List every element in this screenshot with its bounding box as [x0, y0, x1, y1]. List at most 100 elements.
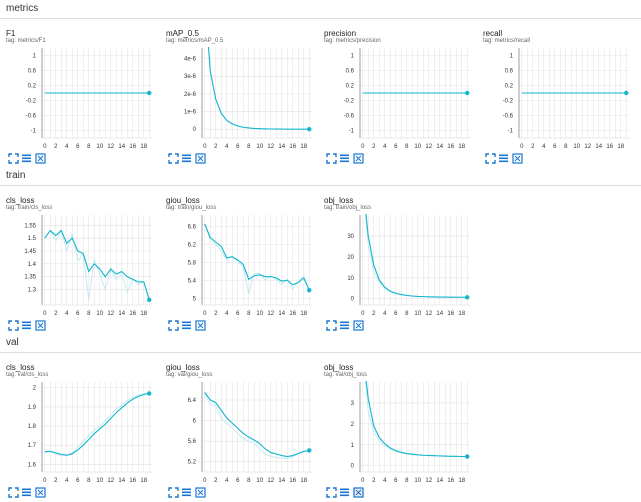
fit-domain-icon[interactable]	[326, 153, 337, 164]
fit-domain-icon[interactable]	[326, 487, 337, 498]
last-point-marker	[307, 126, 312, 132]
x-tick-label: 14	[278, 144, 285, 150]
fit-domain-icon[interactable]	[326, 320, 337, 331]
chart-title: recall	[483, 29, 503, 38]
x-tick-label: 16	[129, 478, 136, 484]
toggle-log-scale-icon[interactable]	[21, 487, 32, 498]
line-chart[interactable]: -1-0.6-0.20.20.610 2 4 6 8 10 12 14 16 18	[477, 46, 637, 152]
y-tick-label: 0.6	[505, 69, 514, 75]
x-tick-label: 4	[65, 144, 69, 150]
x-tick-label: 10	[414, 311, 421, 317]
toggle-log-scale-icon[interactable]	[339, 320, 350, 331]
toggle-log-scale-icon[interactable]	[498, 153, 509, 164]
chart-tag: tag: val/obj_loss	[324, 372, 368, 378]
x-tick-label: 8	[405, 311, 409, 317]
fit-domain-icon[interactable]	[8, 153, 19, 164]
y-tick-label: 3	[351, 401, 355, 407]
x-tick-label: 12	[107, 144, 114, 150]
fullscreen-icon[interactable]	[195, 153, 206, 164]
section-header-metrics[interactable]: metrics	[0, 0, 641, 19]
section-header-train[interactable]: train	[0, 167, 641, 186]
x-tick-label: 6	[236, 311, 240, 317]
line-chart[interactable]: -1-0.6-0.20.20.610 2 4 6 8 10 12 14 16 18	[318, 46, 478, 152]
fit-domain-icon[interactable]	[485, 153, 496, 164]
line-chart[interactable]: 1.6 1.7 1.8 1.9 2 0 2 4 6 8 10 12 14 16 18	[0, 380, 160, 486]
chart-title: cls_loss	[6, 196, 35, 205]
line-chart[interactable]: 5.2 5.6 6 6.4 0 2 4 6 8 10 12 14 16 18	[160, 380, 320, 486]
x-tick-label: 2	[54, 478, 58, 484]
x-tick-label: 10	[96, 478, 103, 484]
x-tick-label: 12	[267, 478, 274, 484]
y-tick-label: -1	[31, 129, 37, 135]
x-tick-label: 16	[129, 144, 136, 150]
toggle-log-scale-icon[interactable]	[181, 153, 192, 164]
chart-title: obj_loss	[324, 196, 354, 205]
y-tick-label: -0.2	[503, 99, 514, 105]
x-tick-label: 18	[140, 311, 147, 317]
fit-domain-icon[interactable]	[8, 487, 19, 498]
fullscreen-icon[interactable]	[35, 320, 46, 331]
x-tick-label: 16	[447, 311, 454, 317]
fit-domain-icon[interactable]	[8, 320, 19, 331]
x-tick-label: 8	[87, 478, 91, 484]
fullscreen-icon[interactable]	[353, 320, 364, 331]
y-tick-label: 2	[351, 422, 355, 428]
x-tick-label: 4	[65, 478, 69, 484]
toggle-log-scale-icon[interactable]	[339, 487, 350, 498]
x-tick-label: 16	[447, 144, 454, 150]
section-header-val[interactable]: val	[0, 334, 641, 353]
x-tick-label: 18	[140, 478, 147, 484]
toggle-log-scale-icon[interactable]	[21, 320, 32, 331]
x-tick-label: 0	[203, 311, 207, 317]
x-tick-label: 4	[383, 311, 387, 317]
y-tick-label: 1.3	[28, 288, 37, 294]
fullscreen-icon[interactable]	[195, 320, 206, 331]
line-chart[interactable]: 1.3 1.35 1.4 1.45 1.5 1.55 0 2 4 6 8 10 12 14 16 18	[0, 213, 160, 319]
line-chart[interactable]: 0 1e-6 2e-6 3e-6 4e-6 0 2 4 6 8 10 12 14 16 18	[160, 46, 320, 152]
x-tick-label: 14	[436, 478, 443, 484]
toggle-log-scale-icon[interactable]	[339, 153, 350, 164]
x-tick-label: 12	[425, 144, 432, 150]
y-tick-label: 1.35	[24, 275, 36, 281]
fit-domain-icon[interactable]	[168, 320, 179, 331]
fullscreen-icon[interactable]	[353, 153, 364, 164]
y-tick-label: -0.6	[26, 114, 37, 120]
y-tick-label: 20	[347, 255, 354, 261]
fullscreen-icon[interactable]	[512, 153, 523, 164]
x-tick-label: 18	[458, 311, 465, 317]
line-chart[interactable]: 0 10 20 30 0 2 4 6 8 10 12 14 16 18	[318, 213, 478, 319]
fullscreen-icon[interactable]	[35, 487, 46, 498]
chart-card-metrics-recall: recall tag: metrics/recall -1 -0.6 -0.2 0.2 0.…	[477, 26, 637, 168]
chart-tag: tag: train/obj_loss	[324, 205, 372, 211]
x-tick-label: 4	[65, 311, 69, 317]
chart-title: mAP_0.5	[166, 29, 199, 38]
smoothed-series-line	[44, 392, 150, 456]
last-point-marker	[307, 287, 312, 293]
raw-series-line	[365, 214, 468, 298]
x-tick-label: 8	[87, 311, 91, 317]
x-tick-label: 14	[436, 144, 443, 150]
fullscreen-icon[interactable]	[35, 153, 46, 164]
raw-series-line	[204, 392, 310, 460]
fit-domain-icon[interactable]	[168, 153, 179, 164]
toggle-log-scale-icon[interactable]	[181, 487, 192, 498]
y-tick-label: 2e-6	[184, 92, 197, 98]
fit-domain-icon[interactable]	[168, 487, 179, 498]
x-tick-label: 6	[394, 144, 398, 150]
toggle-log-scale-icon[interactable]	[21, 153, 32, 164]
fullscreen-icon[interactable]	[353, 487, 364, 498]
line-chart[interactable]: 5 5.4 5.8 6.2 6.6 0 2 4 6 8 10 12 14 16 18	[160, 213, 320, 319]
x-tick-label: 16	[289, 311, 296, 317]
toggle-log-scale-icon[interactable]	[181, 320, 192, 331]
line-chart[interactable]: -1-0.6-0.20.20.610 2 4 6 8 10 12 14 16 18	[0, 46, 160, 152]
fullscreen-icon[interactable]	[195, 487, 206, 498]
x-tick-label: 6	[553, 144, 557, 150]
chart-title: precision	[324, 29, 357, 38]
x-tick-label: 18	[140, 144, 147, 150]
x-tick-label: 2	[54, 311, 58, 317]
x-tick-label: 6	[394, 311, 398, 317]
x-tick-label: 18	[458, 478, 465, 484]
x-tick-label: 0	[361, 478, 365, 484]
chart-tag: tag: train/cls_loss	[6, 205, 53, 211]
